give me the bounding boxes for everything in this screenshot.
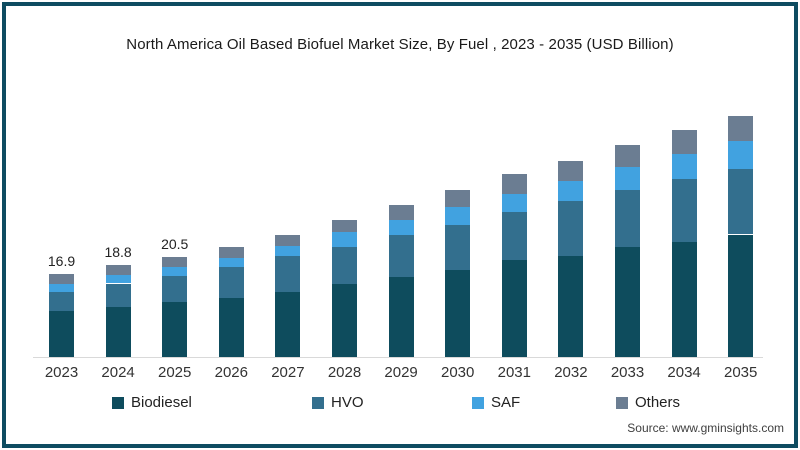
bar-segment-hvo-2023 [49,291,74,311]
bar-2031 [501,0,527,450]
legend-item-others[interactable]: Others [616,394,680,411]
total-label-2024: 18.8 [104,243,132,260]
bar-segment-others-2035 [728,116,754,142]
bar-segment-biodiesel-2024 [105,307,131,357]
bar-segment-others-2024 [105,264,131,276]
bar-segment-biodiesel-2033 [615,247,640,357]
legend-swatch-others [616,396,628,409]
bar-2033 [615,0,640,450]
bar-segment-biodiesel-2028 [332,283,357,357]
bar-segment-saf-2026 [218,257,244,267]
x-axis-label-2032: 2032 [554,364,588,381]
bar-segment-biodiesel-2035 [728,234,754,357]
x-axis-label-2024: 2024 [101,364,135,381]
x-axis-label-2030: 2030 [441,364,475,381]
x-axis-line [33,357,763,358]
bar-segment-others-2025 [162,256,188,267]
bar-segment-others-2029 [388,205,414,221]
bar-segment-hvo-2028 [332,246,357,284]
bar-segment-saf-2032 [558,180,584,201]
legend-item-biodiesel[interactable]: Biodiesel [112,394,192,411]
bar-segment-hvo-2027 [275,256,301,293]
bar-2023 [49,0,74,450]
bar-segment-biodiesel-2026 [218,297,244,357]
bar-segment-hvo-2025 [162,276,188,302]
bar-segment-biodiesel-2030 [445,270,471,357]
x-axis-label-2028: 2028 [327,364,362,381]
bar-segment-others-2031 [501,174,527,194]
total-label-2023: 16.9 [47,253,76,270]
bar-segment-hvo-2029 [388,235,414,278]
bar-segment-saf-2030 [445,207,471,226]
bar-segment-biodiesel-2027 [275,292,301,357]
bar-2032 [558,0,584,450]
legend-swatch-hvo [312,396,324,409]
bar-segment-others-2032 [558,160,584,181]
x-axis-label-2025: 2025 [158,364,192,381]
x-axis-label-2035: 2035 [724,364,758,381]
bar-2034 [671,0,697,450]
bar-segment-hvo-2031 [501,211,527,261]
bar-segment-saf-2031 [501,193,527,212]
bar-2025 [162,0,188,450]
x-axis-label-2033: 2033 [610,364,645,381]
bar-segment-hvo-2032 [558,200,584,256]
x-axis-label-2034: 2034 [667,364,701,381]
bar-segment-saf-2029 [388,220,414,236]
bar-segment-saf-2028 [332,231,357,247]
legend-swatch-biodiesel [112,396,124,409]
bar-segment-others-2026 [218,246,244,258]
bar-segment-biodiesel-2025 [162,301,188,357]
bar-2030 [445,0,471,450]
bar-2028 [332,0,357,450]
bar-segment-hvo-2035 [728,169,754,235]
legend: Biodiesel HVO SAF Others [0,394,800,416]
bar-2029 [388,0,414,450]
bar-segment-saf-2024 [105,275,131,284]
bar-segment-saf-2023 [49,283,74,292]
bar-segment-saf-2034 [671,153,697,180]
bar-segment-hvo-2033 [615,190,640,248]
bar-segment-others-2027 [275,235,301,247]
x-axis-label-2029: 2029 [384,364,418,381]
bar-segment-others-2023 [49,274,74,284]
bar-2026 [218,0,244,450]
bar-segment-others-2034 [671,130,697,154]
legend-label-saf: SAF [491,394,521,411]
bar-segment-saf-2027 [275,246,301,257]
legend-label-others: Others [635,394,681,411]
x-axis-label-2023: 2023 [44,364,79,381]
bar-segment-hvo-2034 [671,179,697,242]
chart-title: North America Oil Based Biofuel Market S… [126,36,674,53]
legend-item-saf[interactable]: SAF [472,394,520,411]
x-axis-label-2031: 2031 [497,364,531,381]
legend-item-hvo[interactable]: HVO [312,394,364,411]
bar-segment-hvo-2030 [445,225,471,271]
bar-segment-biodiesel-2029 [388,277,414,357]
legend-label-biodiesel: Biodiesel [131,394,192,411]
bar-segment-others-2028 [332,219,357,232]
bar-segment-others-2030 [445,190,471,208]
bar-segment-biodiesel-2023 [49,310,74,357]
bar-segment-saf-2033 [615,166,640,191]
bar-segment-saf-2035 [728,141,754,170]
bar-segment-biodiesel-2034 [671,241,697,357]
bar-segment-biodiesel-2032 [558,255,584,357]
total-label-2025: 20.5 [161,235,189,252]
legend-label-hvo: HVO [331,394,364,411]
bar-segment-hvo-2026 [218,266,244,298]
bar-2035 [728,0,754,450]
bar-2024 [105,0,131,450]
legend-swatch-saf [472,396,484,409]
x-axis-label-2026: 2026 [214,364,248,381]
source-text: Source: www.gminsights.com [627,421,784,435]
x-axis-label-2027: 2027 [271,364,305,381]
bar-segment-hvo-2024 [105,283,131,308]
bar-segment-saf-2025 [162,266,188,277]
bar-segment-biodiesel-2031 [501,260,527,357]
bar-segment-others-2033 [615,145,640,167]
bar-2027 [275,0,301,450]
